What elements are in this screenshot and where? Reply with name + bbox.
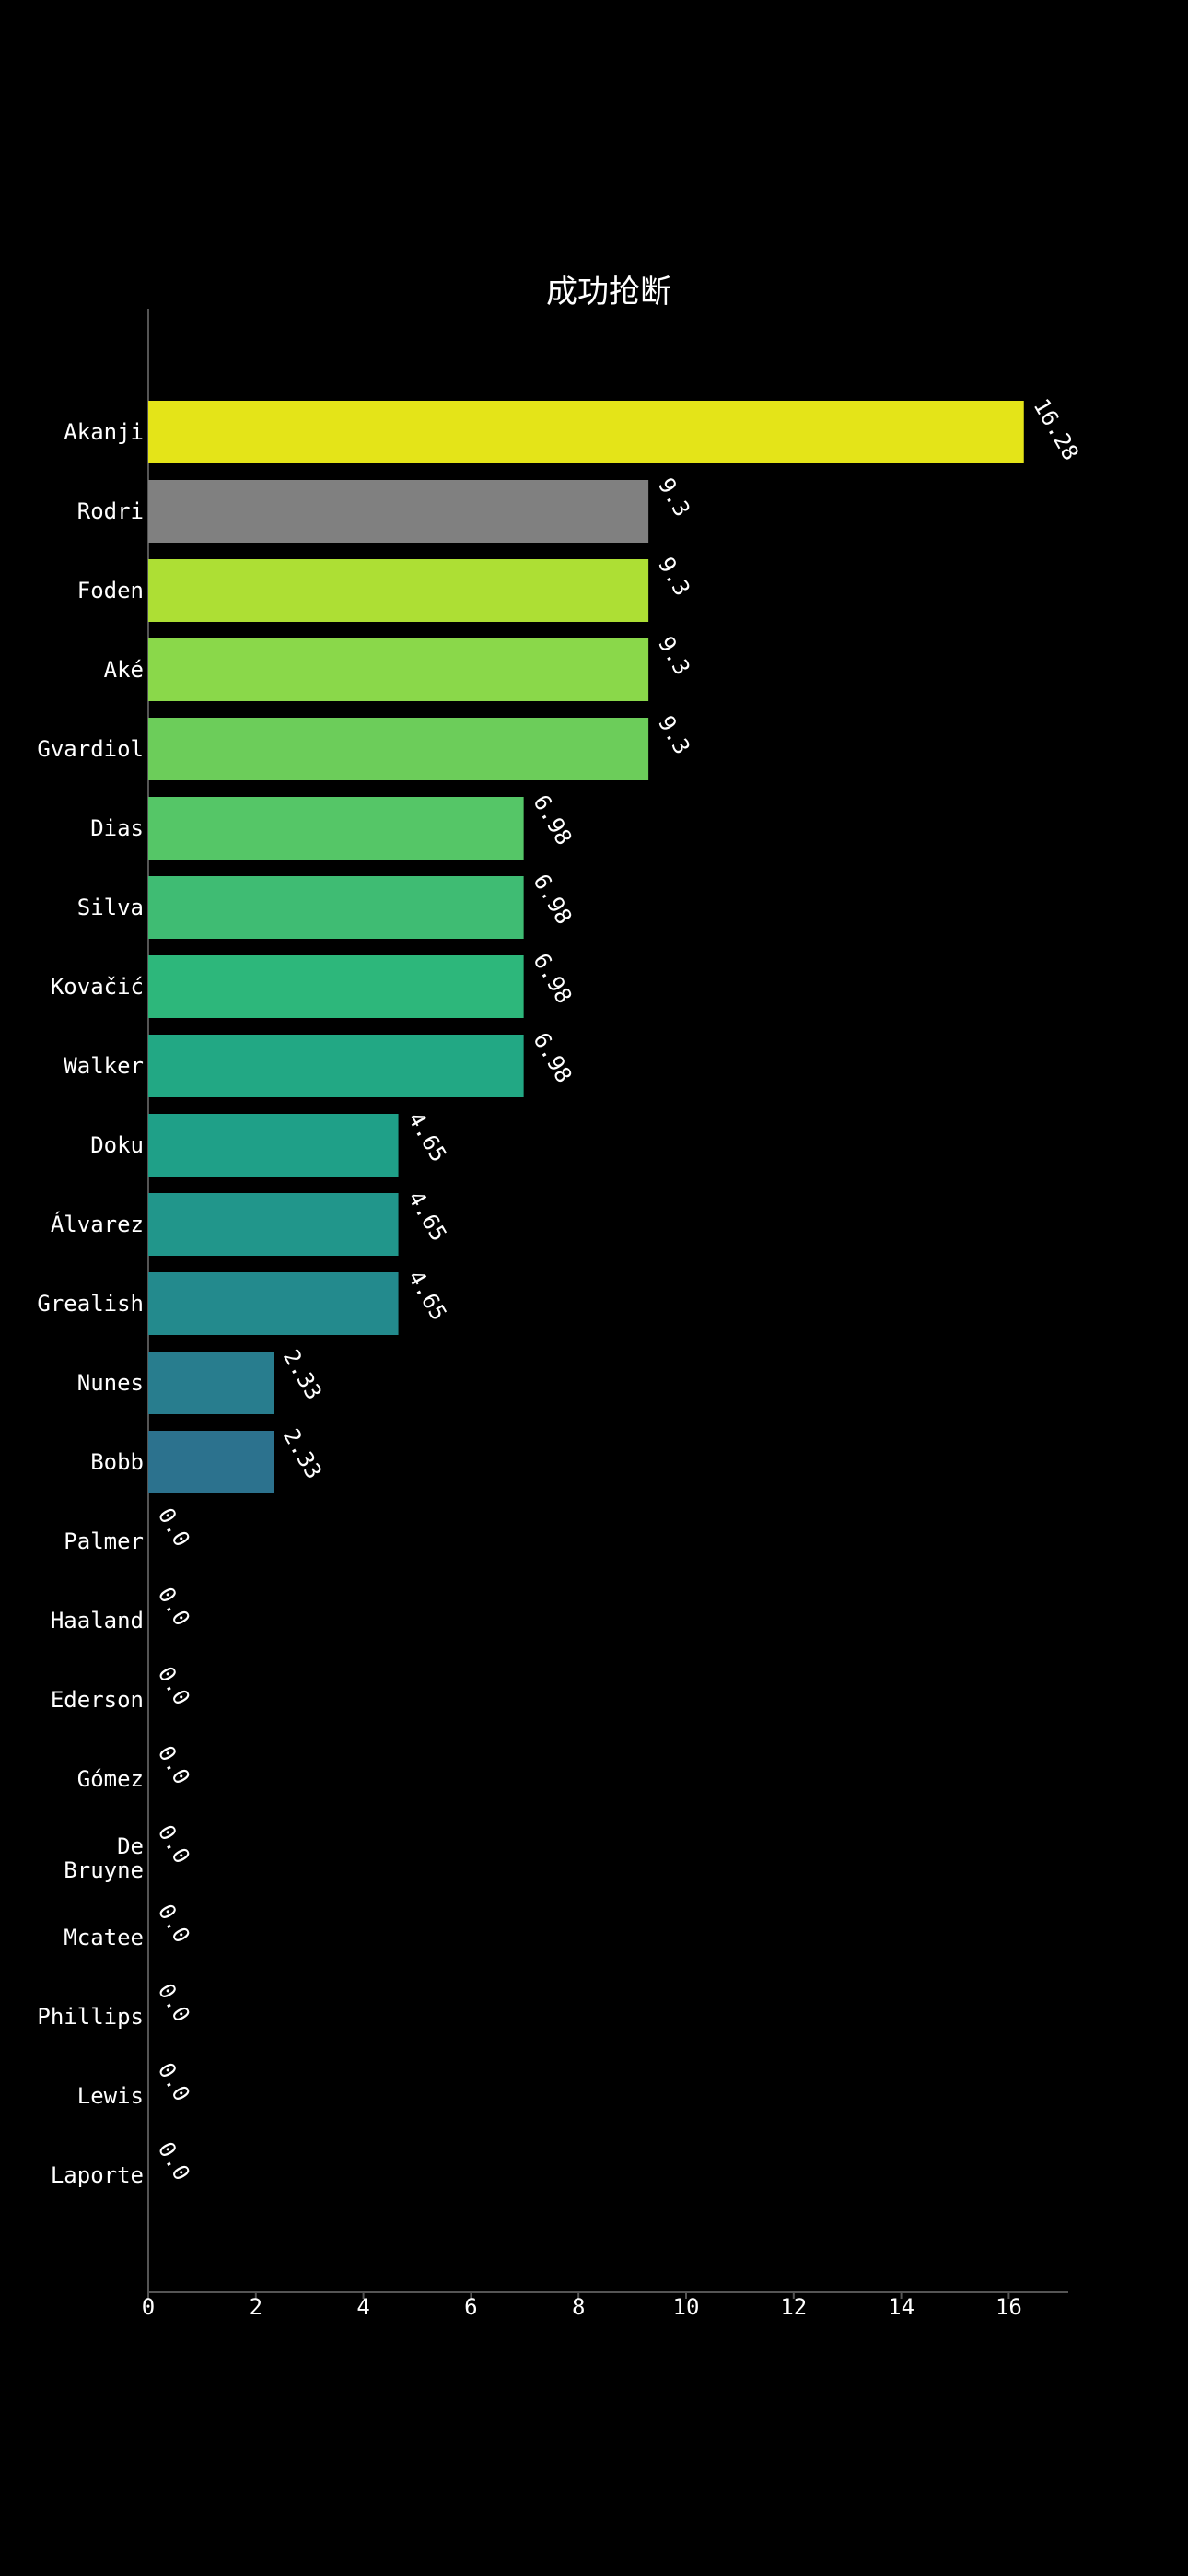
category-label-0: Akanji (64, 419, 144, 445)
category-label-11: Grealish (37, 1291, 144, 1317)
bars-group: Akanji 16.28 Rodri 9.3 Foden 9.3 Aké 9.3 Gvardio… (37, 394, 1084, 2188)
category-label-16: Ederson (51, 1687, 144, 1713)
bar-9 (148, 1114, 399, 1177)
value-label-10: 4.65 (402, 1187, 451, 1246)
value-label-6: 6.98 (528, 870, 577, 929)
category-label-8: Walker (64, 1053, 144, 1079)
x-tick-label-2: 4 (356, 2294, 369, 2320)
category-label-18: De Bruyne (64, 1833, 144, 1883)
category-label-7: Kovačić (51, 974, 144, 1000)
value-label-1: 9.3 (653, 474, 695, 521)
category-label-5: Dias (90, 815, 144, 841)
value-label-7: 6.98 (528, 949, 577, 1008)
x-tick-label-8: 16 (996, 2294, 1022, 2320)
category-label-1: Rodri (77, 498, 144, 524)
value-label-0: 16.28 (1029, 394, 1084, 465)
category-label-6: Silva (77, 895, 144, 920)
value-label-20: 0.0 (153, 1979, 195, 2027)
bar-4 (148, 718, 649, 780)
value-label-5: 6.98 (528, 790, 577, 849)
category-label-21: Lewis (77, 2083, 144, 2109)
bar-6 (148, 876, 524, 939)
bar-5 (148, 797, 524, 860)
value-label-15: 0.0 (153, 1583, 195, 1631)
value-label-21: 0.0 (153, 2058, 195, 2106)
category-label-10: Álvarez (51, 1211, 144, 1237)
x-tick-label-3: 6 (464, 2294, 477, 2320)
category-label-14: Palmer (64, 1528, 144, 1554)
bar-1 (148, 480, 649, 543)
bar-2 (148, 559, 649, 622)
bar-7 (148, 955, 524, 1018)
value-label-16: 0.0 (153, 1662, 195, 1710)
category-label-12: Nunes (77, 1370, 144, 1396)
bar-3 (148, 638, 649, 701)
category-label-20: Phillips (37, 2004, 144, 2030)
value-label-12: 2.33 (278, 1345, 327, 1404)
value-label-11: 4.65 (402, 1266, 451, 1325)
x-ticks-group: 0 2 4 6 8 10 12 14 16 (142, 2292, 1022, 2320)
value-label-13: 2.33 (278, 1424, 327, 1483)
category-label-9: Doku (90, 1132, 144, 1158)
value-label-8: 6.98 (528, 1028, 577, 1087)
value-label-18: 0.0 (153, 1821, 195, 1868)
bar-0 (148, 401, 1024, 463)
category-label-17: Gómez (77, 1766, 144, 1792)
value-label-4: 9.3 (653, 711, 695, 759)
category-label-15: Haaland (51, 1608, 144, 1633)
category-label-4: Gvardiol (37, 736, 144, 762)
value-label-19: 0.0 (153, 1900, 195, 1948)
value-label-14: 0.0 (153, 1504, 195, 1551)
bar-11 (148, 1272, 399, 1335)
x-tick-label-4: 8 (572, 2294, 585, 2320)
bar-8 (148, 1035, 524, 1097)
category-label-2: Foden (77, 578, 144, 603)
category-label-22: Laporte (51, 2162, 144, 2188)
bar-12 (148, 1352, 274, 1414)
category-label-13: Bobb (90, 1449, 144, 1475)
value-label-17: 0.0 (153, 1741, 195, 1789)
bar-13 (148, 1431, 274, 1493)
x-tick-label-0: 0 (142, 2294, 155, 2320)
bar-10 (148, 1193, 399, 1256)
category-label-19: Mcatee (64, 1925, 144, 1950)
value-label-2: 9.3 (653, 553, 695, 601)
x-tick-label-5: 10 (673, 2294, 700, 2320)
x-tick-label-6: 12 (780, 2294, 807, 2320)
x-tick-label-7: 14 (888, 2294, 914, 2320)
value-label-3: 9.3 (653, 632, 695, 680)
category-label-3: Aké (104, 657, 144, 683)
value-label-9: 4.65 (402, 1107, 451, 1166)
value-label-22: 0.0 (153, 2137, 195, 2185)
chart-title: 成功抢断 (546, 274, 671, 310)
x-tick-label-1: 2 (250, 2294, 262, 2320)
